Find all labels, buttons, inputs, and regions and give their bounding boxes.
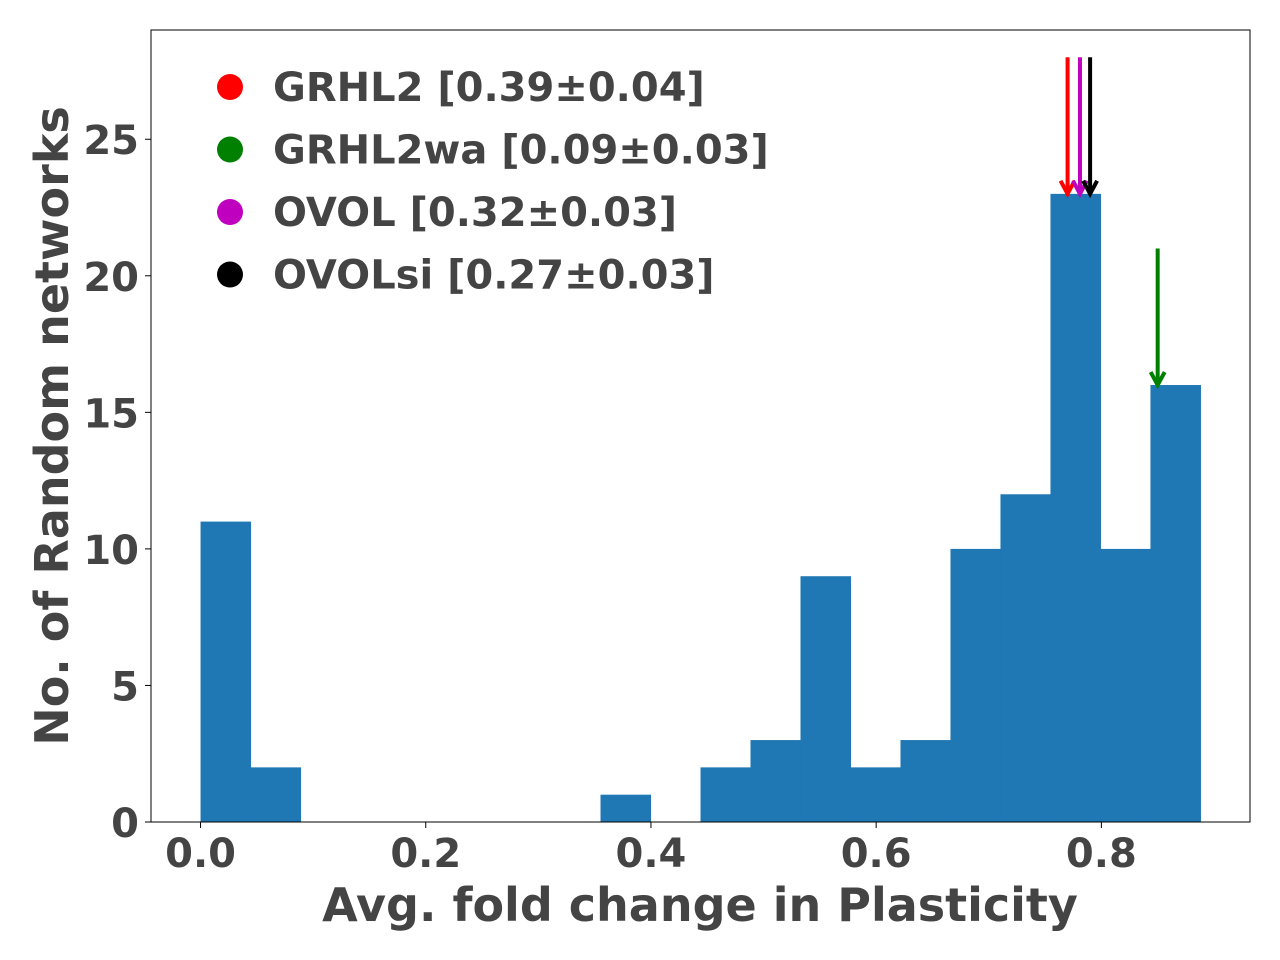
y-axis-label: No. of Random networks bbox=[25, 106, 79, 746]
x-tick-label: 0.8 bbox=[1066, 831, 1137, 877]
histogram-bar bbox=[1150, 385, 1201, 822]
legend: GRHL2 [0.39±0.04] GRHL2wa [0.09±0.03] OVOL… bbox=[217, 65, 769, 299]
histogram-bar bbox=[1000, 494, 1051, 822]
legend-entry-ovolsi: OVOLsi [0.27±0.03] bbox=[217, 253, 715, 299]
histogram-bar bbox=[750, 740, 801, 822]
legend-label: OVOL [0.32±0.03] bbox=[273, 190, 677, 236]
histogram-bar bbox=[950, 548, 1001, 822]
histogram-bar bbox=[850, 767, 901, 822]
marker-arrow-ovolsi bbox=[1081, 57, 1099, 199]
marker-arrow-grhl2wa bbox=[1148, 248, 1167, 390]
legend-marker bbox=[217, 199, 243, 225]
x-tick-label: 0.0 bbox=[165, 831, 236, 877]
legend-entry-ovol: OVOL [0.32±0.03] bbox=[217, 190, 677, 236]
y-tick-label: 15 bbox=[83, 391, 139, 437]
y-tick-label: 20 bbox=[83, 255, 139, 301]
histogram-bar bbox=[200, 521, 252, 822]
legend-entry-grhl2wa: GRHL2wa [0.09±0.03] bbox=[217, 128, 769, 174]
marker-arrow-grhl2 bbox=[1058, 57, 1077, 199]
y-tick-label: 5 bbox=[111, 664, 139, 710]
legend-label: GRHL2wa [0.09±0.03] bbox=[273, 128, 769, 174]
legend-marker bbox=[217, 74, 243, 100]
legend-marker bbox=[217, 136, 243, 163]
x-tick-label: 0.2 bbox=[390, 831, 461, 877]
legend-label: GRHL2 [0.39±0.04] bbox=[273, 65, 705, 111]
x-tick-label: 0.6 bbox=[841, 831, 912, 877]
histogram-bar bbox=[1100, 548, 1151, 822]
arrows-layer bbox=[1058, 57, 1167, 390]
histogram-bar bbox=[250, 767, 302, 822]
bars-layer bbox=[200, 193, 1201, 822]
legend-entry-grhl2: GRHL2 [0.39±0.04] bbox=[217, 65, 705, 111]
histogram-bar bbox=[600, 794, 652, 822]
x-tick-label: 0.4 bbox=[616, 831, 687, 877]
y-tick-label: 10 bbox=[83, 528, 139, 574]
histogram-bar bbox=[1050, 193, 1101, 822]
plot-frame bbox=[150, 29, 1251, 823]
y-tick-label: 0 bbox=[111, 801, 139, 847]
legend-marker bbox=[217, 261, 243, 288]
legend-label: OVOLsi [0.27±0.03] bbox=[273, 253, 715, 299]
histogram-bar bbox=[900, 740, 951, 822]
histogram-bar bbox=[800, 576, 851, 822]
y-tick-label: 25 bbox=[83, 118, 139, 164]
histogram-bar bbox=[700, 767, 751, 822]
y-axis-ticks: 0 5 10 15 20 25 bbox=[83, 118, 151, 847]
x-axis-ticks: 0.0 0.2 0.4 0.6 0.8 bbox=[165, 822, 1137, 877]
x-axis-label: Avg. fold change in Plasticity bbox=[322, 878, 1078, 932]
